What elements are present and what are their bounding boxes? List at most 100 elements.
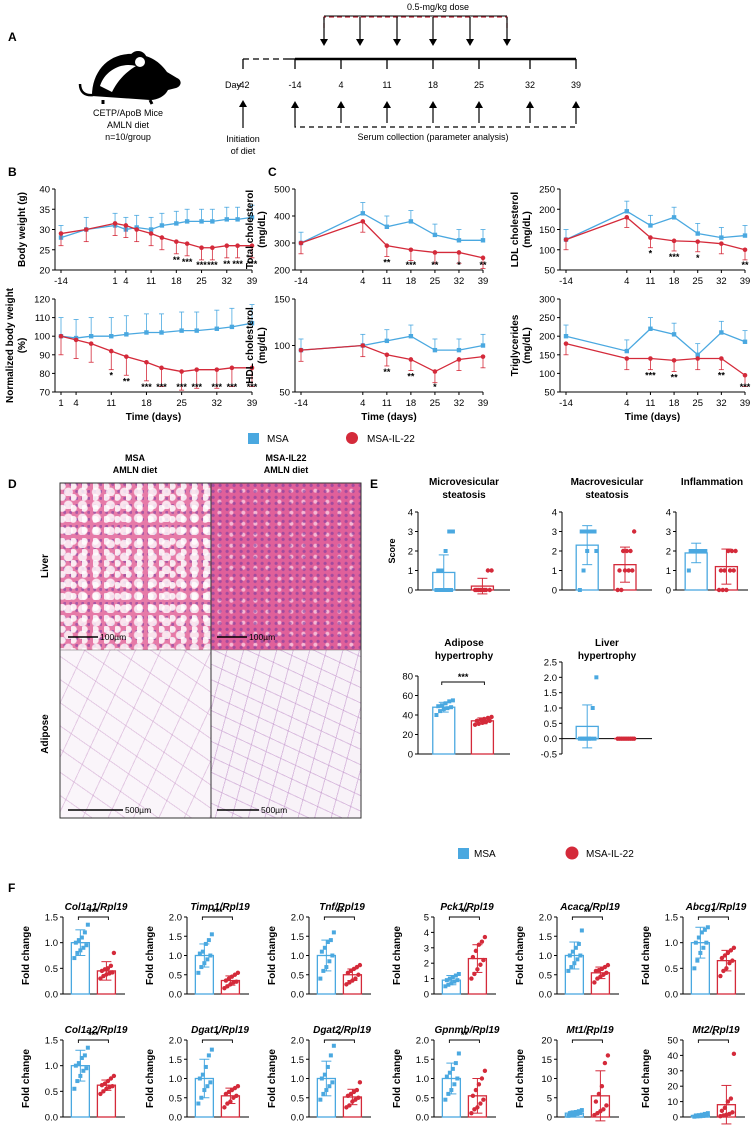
- x-tick-label: 39: [478, 398, 489, 409]
- data-point: [563, 237, 569, 242]
- data-point: [572, 961, 577, 966]
- data-point: [481, 957, 486, 963]
- data-point: [703, 549, 708, 553]
- x-tick-label: 32: [212, 398, 223, 409]
- mouse-icon: [78, 51, 181, 105]
- data-point: [319, 1076, 324, 1081]
- x-tick-label: 32: [221, 276, 232, 287]
- panel-letter: C: [268, 165, 277, 179]
- data-point: [384, 243, 390, 248]
- x-tick-label: 32: [454, 398, 465, 409]
- data-point: [159, 223, 165, 228]
- significance-mark: ***: [227, 382, 238, 392]
- significance-mark: *: [712, 907, 716, 917]
- timeline-day-label: 18: [428, 80, 438, 90]
- data-point: [447, 1070, 452, 1075]
- data-point: [199, 245, 204, 251]
- y-tick-label: 1.5: [539, 932, 552, 943]
- mouse-label-line3: n=10/group: [105, 132, 151, 142]
- y-tick-label: 1.0: [416, 1074, 429, 1085]
- histology-liver-msa: [60, 483, 211, 650]
- data-point: [439, 703, 444, 708]
- y-tick-label: 100: [274, 341, 290, 352]
- data-point: [626, 568, 631, 573]
- data-point: [447, 699, 452, 704]
- data-point: [567, 953, 572, 958]
- significance-mark: ***: [196, 260, 207, 270]
- bar-chart-F11: 0 5 10 15 20 Mt1/Rpl19 Fold change *: [515, 1025, 619, 1124]
- serum-arrow-head: [475, 101, 483, 108]
- data-point: [730, 1110, 735, 1115]
- data-point: [624, 348, 629, 354]
- data-point: [179, 328, 184, 333]
- data-point: [476, 942, 482, 947]
- data-point: [630, 568, 635, 573]
- y-tick-label: 1.0: [539, 951, 552, 962]
- significance-mark: **: [741, 260, 749, 270]
- timeline-day-label: 25: [474, 80, 484, 90]
- day-label: Day: [225, 80, 242, 90]
- panel-d-letter: D: [8, 477, 17, 491]
- timeline-day-label: -42: [236, 80, 249, 90]
- data-point: [82, 930, 87, 935]
- data-point: [489, 568, 494, 573]
- bar-chart-E3: 0 1 2 3 4 Inflammation: [666, 477, 748, 597]
- y-tick-label: 150: [274, 295, 290, 306]
- chart-title: Dgat1/Rpl19: [191, 1025, 249, 1036]
- y-tick-label: 3: [408, 527, 413, 538]
- y-tick-label: 80: [39, 369, 50, 380]
- data-point: [622, 568, 628, 573]
- data-point: [88, 334, 94, 339]
- data-point: [702, 1111, 707, 1116]
- data-point: [105, 1078, 111, 1084]
- y-tick-label: 0: [408, 586, 413, 597]
- significance-mark: *: [216, 1030, 220, 1040]
- data-point: [328, 938, 333, 943]
- data-point: [85, 1045, 90, 1050]
- data-point: [479, 939, 485, 944]
- y-tick-label: 40: [667, 1051, 678, 1062]
- data-point: [76, 1061, 81, 1066]
- data-point: [455, 978, 460, 983]
- data-point: [446, 1091, 451, 1096]
- data-point: [234, 1093, 239, 1099]
- y-axis-label: Fold change: [515, 1049, 526, 1108]
- data-point: [696, 1113, 701, 1118]
- data-point: [354, 1087, 360, 1093]
- data-point: [159, 365, 164, 371]
- data-point: [594, 549, 599, 553]
- y-tick-label: 90: [39, 350, 50, 361]
- y-tick-label: 0: [424, 990, 429, 1001]
- data-point: [356, 972, 361, 977]
- y-tick-label: 3: [552, 527, 557, 538]
- data-point: [347, 1103, 352, 1108]
- x-tick-label: 4: [360, 398, 365, 409]
- data-point: [730, 958, 735, 963]
- data-point: [469, 976, 474, 981]
- x-tick-label: 32: [716, 398, 727, 409]
- x-tick-label: 39: [740, 398, 751, 409]
- significance-bracket: [441, 681, 485, 685]
- data-point: [699, 1112, 704, 1117]
- data-point: [206, 1053, 211, 1058]
- y-tick-label: 120: [34, 295, 50, 306]
- y-tick-label: 0.5: [169, 970, 182, 981]
- chart-title: Liver: [595, 638, 619, 649]
- data-point: [699, 549, 704, 553]
- data-point: [615, 587, 620, 593]
- y-tick-label: 0.0: [416, 1113, 429, 1124]
- significance-mark: *: [696, 253, 700, 263]
- data-point: [123, 223, 129, 228]
- y-tick-label: 1: [666, 566, 671, 577]
- y-tick-label: 0.5: [291, 970, 304, 981]
- data-point: [325, 1064, 330, 1069]
- significance-mark: **: [173, 255, 181, 265]
- data-point: [696, 935, 701, 940]
- col1-title-line1: MSA: [125, 453, 146, 463]
- data-point: [199, 965, 204, 970]
- y-tick-label: 20: [541, 1036, 552, 1047]
- data-point: [449, 981, 454, 986]
- y-axis-label: HDL cholesterol: [245, 307, 256, 384]
- x-tick-label: 25: [430, 276, 441, 287]
- chart-title: Acaca/Rpl19: [559, 902, 620, 913]
